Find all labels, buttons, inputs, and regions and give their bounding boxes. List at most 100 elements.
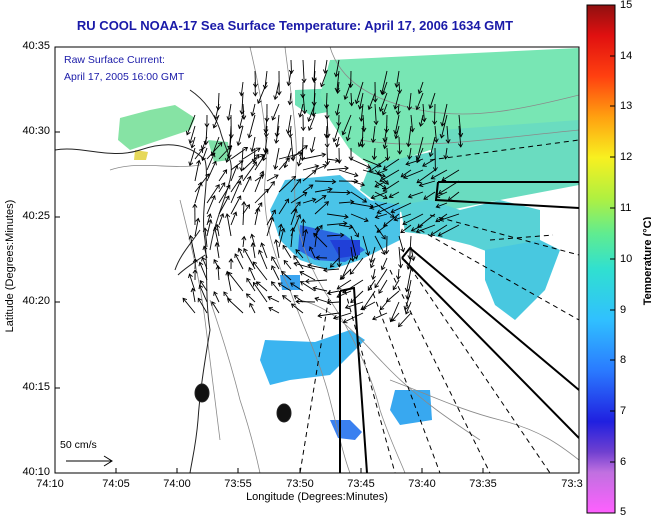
current-vector — [405, 158, 424, 165]
current-vector — [293, 255, 304, 270]
current-vector-head — [233, 164, 239, 170]
current-vector-head — [336, 285, 342, 290]
current-vector — [218, 145, 232, 160]
current-vector — [336, 290, 352, 298]
current-vector — [371, 191, 388, 199]
current-vector — [343, 312, 364, 323]
current-vector — [266, 209, 276, 226]
current-vector — [307, 264, 328, 270]
current-vector-head — [247, 133, 253, 139]
current-vector-head — [335, 89, 341, 95]
current-vector-head — [280, 227, 286, 233]
current-vector-head — [430, 174, 436, 180]
current-vector — [458, 125, 462, 147]
current-vector-head — [268, 306, 274, 312]
current-vector — [372, 268, 376, 280]
current-vector — [400, 224, 412, 233]
current-vector — [333, 312, 352, 319]
current-vector — [394, 213, 412, 221]
current-vector — [265, 114, 268, 133]
y-tick-label: 40:10 — [22, 466, 50, 478]
current-vector-head — [238, 174, 243, 180]
current-vector — [398, 246, 402, 268]
current-vector — [218, 169, 227, 182]
current-vector-head — [271, 115, 277, 121]
current-vector — [284, 147, 292, 168]
current-vector — [311, 136, 316, 153]
current-vector — [302, 165, 319, 171]
current-vector — [253, 147, 256, 163]
current-vector-head — [259, 170, 265, 176]
current-vector-head — [329, 263, 335, 268]
current-vector — [278, 228, 285, 248]
current-vector — [206, 153, 215, 171]
current-vector — [275, 125, 280, 144]
current-vector-head — [405, 161, 411, 166]
current-vector — [230, 212, 237, 226]
current-vector — [374, 235, 386, 255]
current-vector — [333, 125, 340, 142]
current-vector-head — [234, 253, 239, 259]
current-vector — [291, 303, 304, 314]
current-vector — [213, 291, 220, 303]
current-vector-head — [367, 105, 373, 111]
current-vector-head — [282, 244, 287, 250]
current-vector — [218, 182, 226, 193]
current-vector — [359, 92, 364, 109]
current-vector — [272, 103, 280, 121]
current-vector-head — [215, 106, 221, 111]
current-vector-head — [278, 223, 284, 229]
current-vector — [290, 145, 308, 160]
current-vector — [398, 81, 401, 94]
current-vector — [211, 301, 220, 314]
current-vector-head — [215, 223, 221, 229]
current-vector-head — [380, 265, 386, 271]
current-vector-head — [402, 174, 408, 180]
current-vector — [394, 114, 400, 134]
current-vector-head — [285, 129, 291, 135]
current-vector — [386, 290, 400, 302]
current-vector — [199, 262, 208, 281]
current-vector — [206, 219, 212, 237]
current-vector-head — [227, 271, 233, 277]
current-vector-head — [382, 165, 388, 170]
current-vector-head — [318, 224, 323, 230]
current-vector-head — [222, 169, 228, 174]
current-vector — [189, 147, 196, 166]
current-vector — [403, 169, 424, 179]
current-vector — [341, 257, 352, 280]
current-vector — [241, 92, 244, 115]
current-vector — [248, 114, 256, 138]
current-vector — [405, 301, 412, 315]
current-vector — [298, 147, 304, 166]
current-vector-head — [237, 124, 243, 130]
current-vector-head — [332, 137, 338, 143]
current-vector — [243, 248, 256, 270]
current-vector — [230, 165, 238, 182]
current-vector-head — [372, 98, 378, 103]
current-vector-head — [394, 83, 400, 88]
current-vector — [391, 312, 400, 322]
current-vector — [234, 253, 244, 270]
current-vector — [440, 114, 448, 138]
current-vector-head — [421, 117, 427, 123]
current-vector — [350, 235, 358, 260]
current-vector — [290, 282, 304, 292]
current-vector-head — [343, 220, 348, 226]
current-vector-head — [422, 162, 427, 167]
current-vector — [251, 103, 256, 116]
current-vector — [419, 180, 436, 187]
sst-patches — [118, 48, 579, 440]
current-vector-head — [210, 152, 216, 158]
current-vector — [313, 233, 328, 248]
current-vector — [214, 227, 220, 248]
current-vector — [226, 147, 232, 163]
current-vector — [314, 195, 327, 204]
current-vector — [338, 169, 358, 177]
current-vector — [230, 195, 241, 215]
current-vector-head — [369, 263, 375, 269]
current-vector-head — [432, 120, 438, 126]
current-vector — [326, 114, 329, 138]
current-vector-head — [428, 152, 434, 158]
current-vector-head — [384, 128, 390, 134]
